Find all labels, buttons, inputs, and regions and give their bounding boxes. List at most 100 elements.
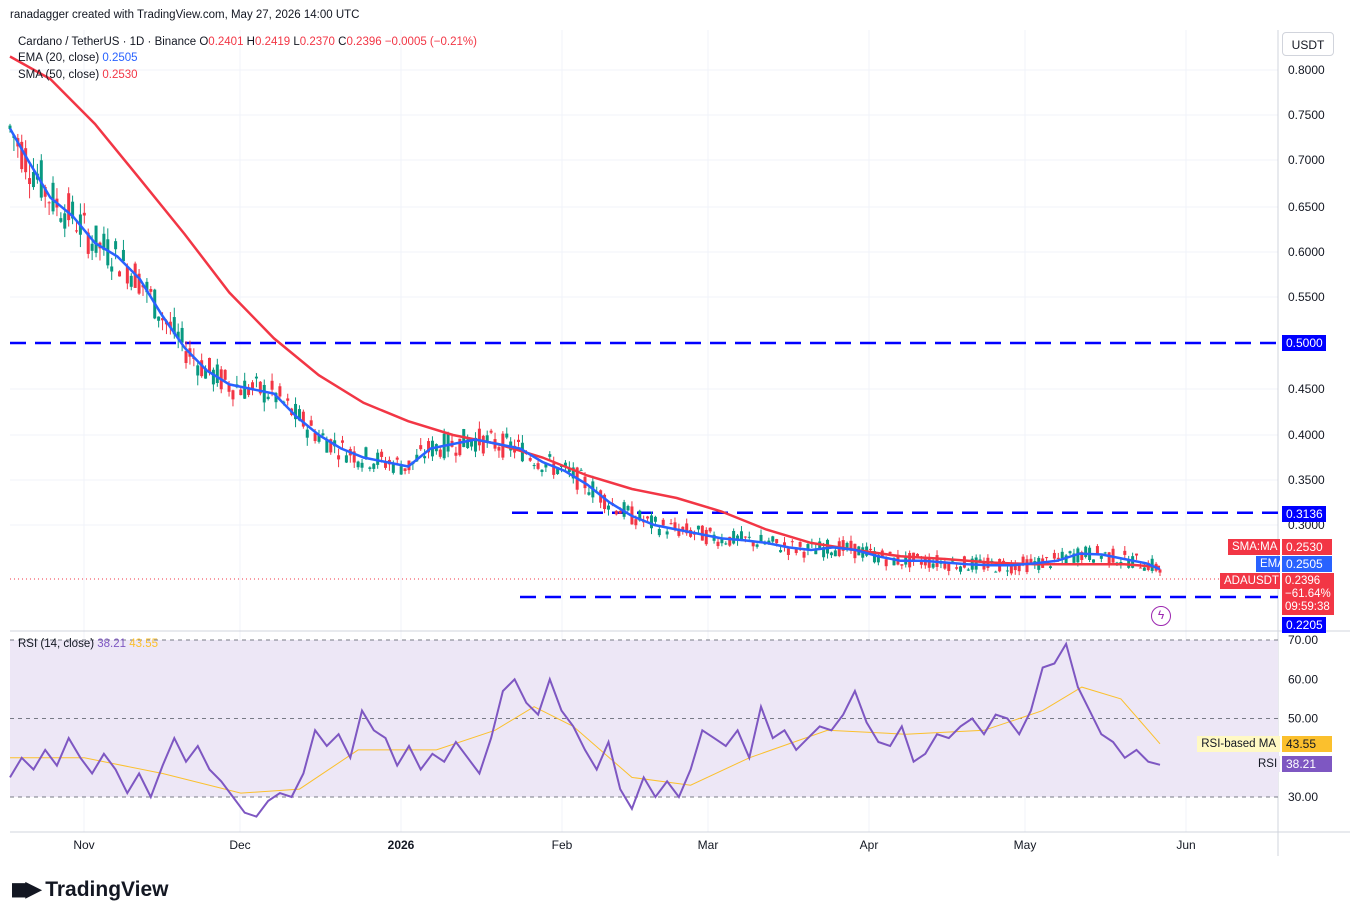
candle-body (168, 321, 172, 328)
candle-body (743, 536, 747, 538)
candle-body (180, 327, 184, 343)
candle-body (172, 317, 176, 335)
candle-body (1025, 559, 1029, 573)
candle-body (207, 357, 211, 372)
candle-body (254, 376, 258, 379)
rsi-tick-label: 60.00 (1288, 672, 1318, 686)
sma-legend-value: 0.2530 (102, 69, 138, 81)
candle-body (458, 438, 462, 456)
lightning-icon[interactable]: ϟ (1151, 606, 1171, 626)
candle-body (884, 559, 888, 567)
candle-body (759, 534, 763, 543)
candle-body (548, 454, 552, 457)
candle-body (685, 523, 689, 534)
candle-body (129, 275, 133, 287)
ema-tag-value: 0.2505 (1282, 556, 1332, 572)
tradingview-logo[interactable]: ◼▶ TradingView (10, 876, 169, 902)
candle-body (947, 563, 951, 571)
price-tick-label: 0.4500 (1288, 382, 1325, 396)
last-price-tag: 0.2396 −61.64% 09:59:38 (1282, 573, 1334, 615)
candle-body (657, 528, 661, 536)
currency-button[interactable]: USDT (1282, 32, 1334, 56)
candle-body (661, 519, 665, 526)
candle-body (869, 548, 873, 551)
candle-body (39, 160, 43, 198)
candle-body (47, 202, 51, 204)
candle-body (446, 433, 450, 452)
candle-body (732, 530, 736, 544)
ema-legend-value: 0.2505 (102, 52, 138, 64)
rsi-tick-label: 70.00 (1288, 633, 1318, 647)
candle-body (966, 569, 970, 571)
candle-body (121, 249, 125, 262)
candle-body (110, 266, 114, 272)
candle-body (571, 467, 575, 479)
candle-body (779, 550, 783, 553)
candle-body (978, 559, 982, 562)
candle-body (1068, 551, 1072, 554)
time-tick-label: Feb (552, 838, 573, 852)
candle-body (337, 455, 341, 460)
candle-body (149, 289, 153, 292)
level-tag-0.5: 0.5000 (1282, 335, 1326, 351)
candle-body (106, 239, 110, 266)
candle-body (59, 218, 63, 222)
candle-body (814, 549, 818, 555)
candle-body (204, 368, 208, 379)
candle-body (243, 380, 247, 399)
price-tick-label: 0.8000 (1288, 63, 1325, 77)
candle-body (114, 241, 118, 250)
candle-body (470, 440, 474, 447)
tv-logo-icon: ◼▶ (10, 876, 42, 901)
candle-body (751, 540, 755, 547)
candle-body (876, 554, 880, 563)
candle-body (1060, 551, 1064, 559)
candle-body (665, 531, 669, 535)
rsi-tag-value: 38.21 (1282, 756, 1332, 772)
candle-body (822, 547, 826, 558)
rsi-legend[interactable]: RSI (14, close) 38.21 43.55 (18, 638, 158, 650)
candle-body (31, 171, 35, 188)
candle-body (427, 441, 431, 453)
candle-body (614, 510, 618, 515)
candle-body (227, 384, 231, 392)
candle-body (587, 492, 591, 495)
rsi-line (9, 641, 1161, 818)
candle-body (798, 542, 802, 547)
candle-body (927, 557, 931, 568)
candle-body (485, 435, 489, 442)
candle-body (71, 201, 75, 219)
candle-body (67, 193, 71, 221)
candle-body (63, 213, 67, 229)
candle-body (1084, 546, 1088, 557)
candle-body (771, 536, 775, 542)
candle-body (8, 125, 12, 129)
candle-body (755, 544, 759, 547)
candle-body (1107, 552, 1111, 564)
candle-body (466, 439, 470, 449)
candle-body (82, 212, 86, 216)
price-tick-label: 0.4000 (1288, 428, 1325, 442)
candle-body (806, 544, 810, 551)
sma-tag-label: SMA:MA (1228, 539, 1280, 555)
candle-body (489, 430, 493, 433)
rsi-legend-label: RSI (14, close) (18, 638, 95, 650)
candle-body (231, 390, 235, 400)
ema-tag-label: EMA (1256, 556, 1285, 572)
sma-legend-label: SMA (50, close) (18, 69, 100, 81)
candle-body (1045, 557, 1049, 559)
candle-body (1009, 562, 1013, 574)
sma-legend[interactable]: SMA (50, close) 0.2530 (18, 69, 138, 81)
candle-body (994, 571, 998, 573)
candle-body (399, 466, 403, 475)
candle-body (1056, 557, 1060, 560)
candle-body (560, 466, 564, 468)
symbol-title[interactable]: Cardano / TetherUS · 1D · Binance (18, 36, 197, 48)
candle-body (360, 462, 364, 468)
ema-legend[interactable]: EMA (20, close) 0.2505 (18, 52, 138, 64)
candle-body (1080, 552, 1084, 560)
rsi-ma-legend-value: 43.55 (129, 638, 159, 650)
candle-body (517, 439, 521, 443)
candle-body (270, 380, 274, 390)
